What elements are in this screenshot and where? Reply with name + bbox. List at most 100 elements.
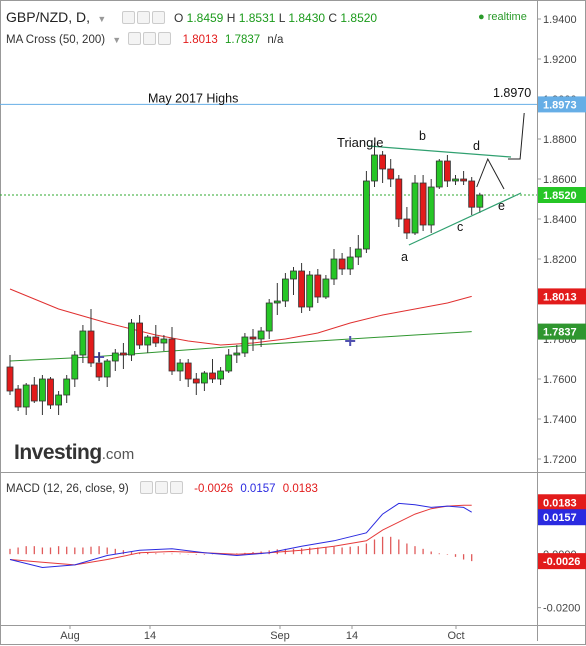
candle <box>111 349 119 371</box>
candle <box>314 269 322 303</box>
candle-body <box>55 394 62 406</box>
ohlc-high-value: 1.8531 <box>238 11 276 25</box>
candle-body <box>354 248 362 258</box>
candle-body <box>265 302 273 332</box>
x-tick-label: Aug <box>60 630 80 642</box>
candle <box>39 375 46 415</box>
candle <box>338 253 346 275</box>
ma-caret-icon[interactable]: ▼ <box>112 35 122 45</box>
y-tick-label: 1.7600 <box>543 374 577 386</box>
y-tick-label: 1.9200 <box>543 54 577 66</box>
candle <box>403 207 411 239</box>
candle <box>30 377 38 403</box>
gear-icon[interactable] <box>136 11 150 24</box>
candle <box>160 335 168 351</box>
candle <box>152 325 160 347</box>
candle-body <box>362 180 370 250</box>
wave-c-label: c <box>457 220 463 234</box>
candle-body <box>443 160 451 182</box>
candle-body <box>225 354 233 372</box>
ma-eye-icon[interactable] <box>128 32 142 45</box>
realtime-indicator: ● realtime <box>478 11 527 23</box>
candle <box>443 155 451 187</box>
candle-body <box>217 370 225 380</box>
macd-value-1: -0.0026 <box>194 483 234 495</box>
y-tick-label: 1.7400 <box>543 414 577 426</box>
candle <box>435 159 443 189</box>
candle-body <box>136 322 144 346</box>
candle-body <box>192 378 200 384</box>
candle-body <box>184 362 192 380</box>
candle <box>128 319 135 361</box>
ma-value-1: 1.8013 <box>182 34 218 46</box>
ma-50-line <box>9 288 472 346</box>
candle-body <box>111 352 119 362</box>
candle <box>63 375 71 403</box>
candle <box>209 359 216 383</box>
candle <box>354 235 362 265</box>
candle <box>346 247 354 275</box>
ma-close-icon[interactable] <box>158 32 172 45</box>
y-tick-label: 1.8400 <box>543 214 577 226</box>
y-tick-label: 1.8600 <box>543 174 577 186</box>
may-highs-label: May 2017 Highs <box>148 91 238 105</box>
candle-body <box>419 182 427 226</box>
candle <box>265 299 273 339</box>
candle-body <box>427 186 435 226</box>
macd-value-2: 0.0157 <box>240 483 276 495</box>
x-tick-label: Oct <box>447 630 464 642</box>
candle <box>22 383 30 415</box>
y-tick-label: 1.7200 <box>543 454 577 466</box>
macd-line <box>9 502 472 569</box>
macd-signal-line <box>9 504 472 566</box>
candle <box>281 273 289 307</box>
macd-badge-label: 0.0157 <box>543 512 577 524</box>
candle <box>184 359 192 387</box>
candle-body <box>71 354 79 380</box>
candle-body <box>233 352 241 356</box>
candle-body <box>476 194 484 208</box>
candle <box>419 175 427 231</box>
candle-body <box>411 182 419 234</box>
candle-body <box>6 366 14 392</box>
macd-close-icon[interactable] <box>169 481 183 494</box>
candle <box>79 325 87 363</box>
candle-body <box>209 372 216 380</box>
candle-body <box>460 178 468 182</box>
price-badge <box>538 96 586 113</box>
candle-body <box>281 278 289 302</box>
candle-body <box>168 338 176 372</box>
macd-badge <box>538 509 586 526</box>
candle <box>362 171 370 253</box>
candle <box>144 335 152 353</box>
candle <box>168 327 176 375</box>
macd-label: MACD (12, 26, close, 9) <box>6 483 129 495</box>
macd-legend: MACD (12, 26, close, 9) -0.0026 0.0157 0… <box>6 481 318 495</box>
candle-body <box>322 278 330 298</box>
macd-gear-icon[interactable] <box>154 481 168 494</box>
macd-badge-label: 0.0183 <box>543 497 577 509</box>
price-badge-label: 1.8973 <box>543 99 577 111</box>
ma-gear-icon[interactable] <box>143 32 157 45</box>
ohlc-open-key: O <box>173 11 184 25</box>
candle-body <box>79 330 87 356</box>
candle <box>217 367 225 385</box>
candle <box>460 171 468 185</box>
close-icon[interactable] <box>151 11 165 24</box>
candle <box>192 373 200 395</box>
ma-value-3: n/a <box>267 34 284 46</box>
logo-suffix: .com <box>101 446 135 463</box>
eye-icon[interactable] <box>121 11 135 24</box>
candle-body <box>435 160 443 188</box>
candle-body <box>371 154 378 182</box>
macd-badge-label: -0.0026 <box>543 556 580 568</box>
ohlc-close-key: C <box>328 11 338 25</box>
symbol-caret-icon[interactable]: ▼ <box>97 14 107 24</box>
macd-eye-icon[interactable] <box>139 481 153 494</box>
triangle-label: Triangle <box>337 135 383 150</box>
candle-body <box>298 270 306 308</box>
candle <box>55 391 62 415</box>
ohlc-high-key: H <box>226 11 236 25</box>
candle-body <box>346 256 354 270</box>
